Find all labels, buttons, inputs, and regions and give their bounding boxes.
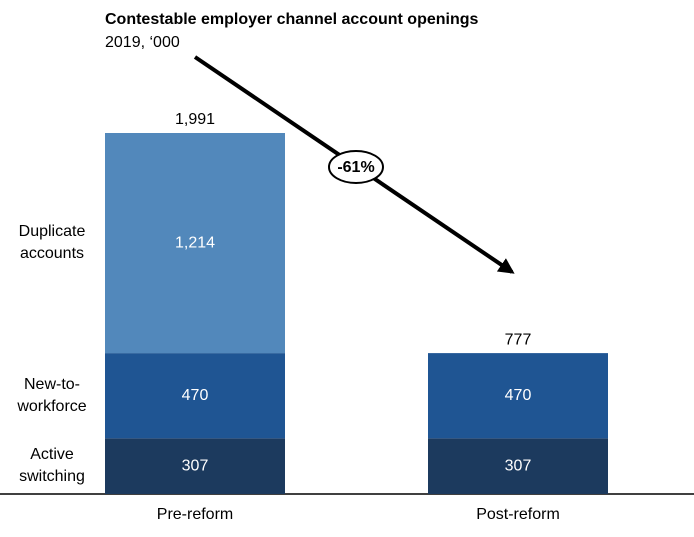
annotation: -61% [337, 159, 374, 176]
x-tick-label: Post-reform [476, 506, 560, 523]
value-label: 307 [505, 457, 532, 474]
bar-segment [428, 438, 608, 494]
chart-subtitle: 2019, ‘000 [105, 34, 180, 51]
bar-segment [105, 133, 285, 354]
total-label: 777 [505, 331, 532, 348]
chart-title: Contestable employer channel account ope… [105, 11, 479, 28]
value-label: 470 [505, 387, 532, 404]
bar-segment [105, 353, 285, 439]
total-label: 1,991 [175, 111, 215, 128]
series-label: Duplicate accounts [18, 223, 86, 263]
bar-segment [105, 438, 285, 494]
value-label: 470 [182, 387, 209, 404]
bar-segment [428, 353, 608, 439]
series-label: New-to-workforce [17, 375, 87, 415]
value-label: 1,214 [175, 234, 215, 251]
series-label: Active switching [19, 446, 85, 486]
x-tick-label: Pre-reform [157, 506, 233, 523]
value-label: 307 [182, 457, 209, 474]
annotation-bubble [328, 150, 384, 184]
